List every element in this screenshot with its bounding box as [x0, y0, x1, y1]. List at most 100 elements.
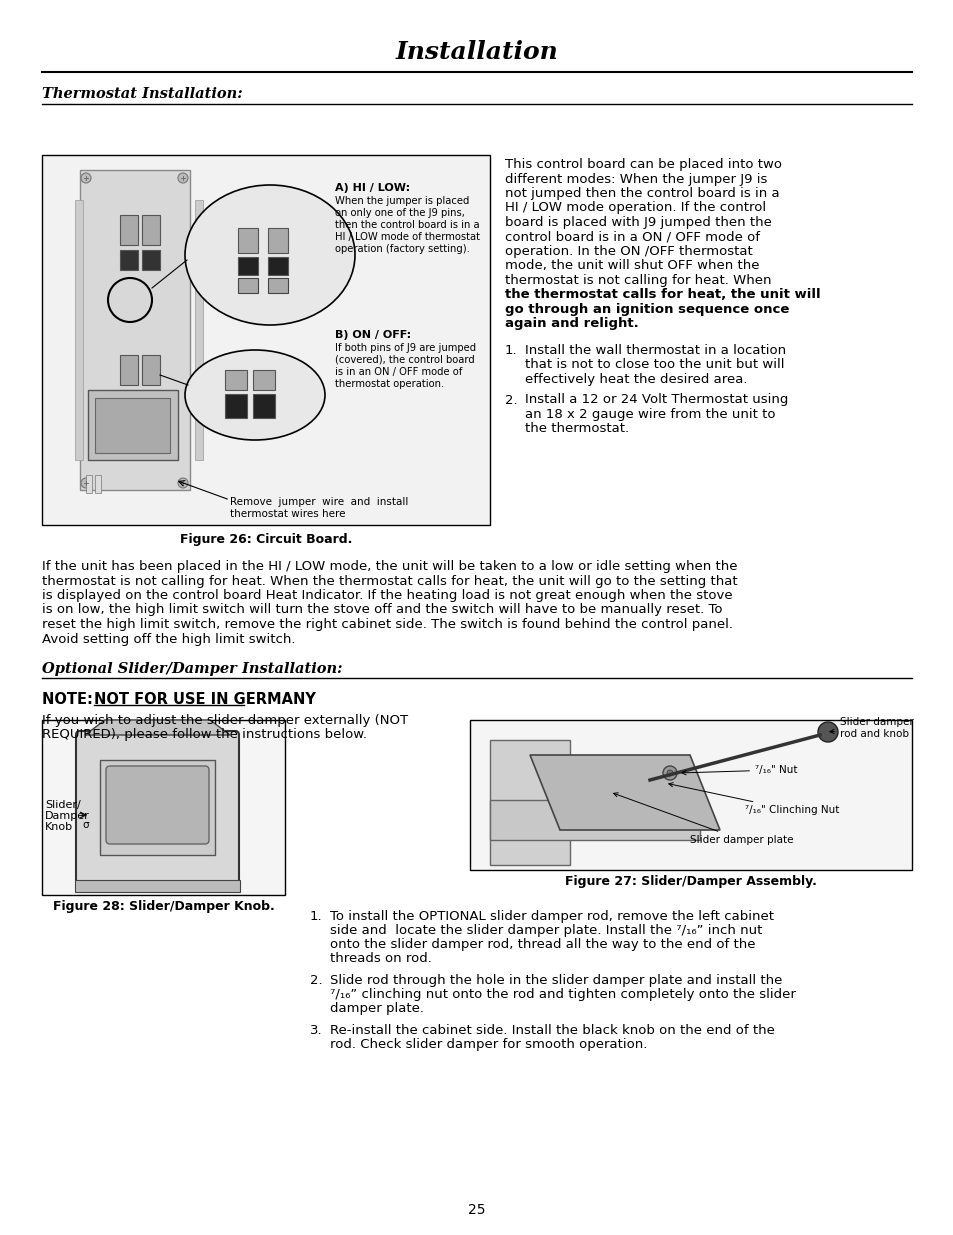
Polygon shape [530, 755, 720, 830]
Text: To install the OPTIONAL slider damper rod, remove the left cabinet: To install the OPTIONAL slider damper ro… [330, 910, 773, 923]
Text: ⁷/₁₆" Nut: ⁷/₁₆" Nut [681, 764, 797, 776]
Text: Slider damper plate: Slider damper plate [613, 793, 793, 845]
Text: 2.: 2. [310, 974, 322, 987]
Text: operation. In the ON /OFF thermostat: operation. In the ON /OFF thermostat [504, 245, 752, 258]
Text: NOTE:: NOTE: [42, 692, 98, 706]
Text: If you wish to adjust the slider damper externally (NOT: If you wish to adjust the slider damper … [42, 714, 408, 727]
Text: (covered), the control board: (covered), the control board [335, 354, 475, 366]
Text: Installation: Installation [395, 40, 558, 64]
Text: Re-install the cabinet side. Install the black knob on the end of the: Re-install the cabinet side. Install the… [330, 1024, 774, 1037]
Bar [95, 475, 101, 493]
Text: 1.: 1. [310, 910, 322, 923]
Text: Slider damper
rod and knob: Slider damper rod and knob [829, 718, 913, 739]
Bar [86, 475, 91, 493]
Text: then the control board is in a: then the control board is in a [335, 220, 479, 230]
Bar [194, 200, 203, 459]
Text: is displayed on the control board Heat Indicator. If the heating load is not gre: is displayed on the control board Heat I… [42, 589, 732, 601]
Bar [225, 370, 247, 390]
Bar [100, 760, 214, 855]
Text: Knob: Knob [45, 823, 73, 832]
Bar [80, 170, 190, 490]
Text: effectively heat the desired area.: effectively heat the desired area. [524, 373, 747, 387]
Bar [95, 398, 170, 453]
Text: 3.: 3. [310, 1024, 322, 1037]
Text: the thermostat calls for heat, the unit will: the thermostat calls for heat, the unit … [504, 289, 820, 301]
Bar [470, 720, 911, 869]
Bar [142, 249, 160, 270]
Bar [120, 249, 138, 270]
Text: damper plate.: damper plate. [330, 1002, 423, 1015]
Text: Install the wall thermostat in a location: Install the wall thermostat in a locatio… [524, 345, 785, 357]
Polygon shape [490, 800, 700, 840]
Text: ⁷/₁₆” clinching nut onto the rod and tighten completely onto the slider: ⁷/₁₆” clinching nut onto the rod and tig… [330, 988, 795, 1002]
Text: an 18 x 2 gauge wire from the unit to: an 18 x 2 gauge wire from the unit to [524, 408, 775, 421]
Text: This control board can be placed into two: This control board can be placed into tw… [504, 158, 781, 170]
Bar [268, 257, 288, 275]
Text: Slider/: Slider/ [45, 800, 81, 810]
Bar [268, 228, 288, 253]
Text: 25: 25 [468, 1203, 485, 1216]
Text: When the jumper is placed: When the jumper is placed [335, 196, 469, 206]
Text: Install a 12 or 24 Volt Thermostat using: Install a 12 or 24 Volt Thermostat using [524, 394, 787, 406]
Text: Thermostat Installation:: Thermostat Installation: [42, 86, 242, 101]
Text: board is placed with J9 jumped then the: board is placed with J9 jumped then the [504, 216, 771, 228]
Text: on only one of the J9 pins,: on only one of the J9 pins, [335, 207, 464, 219]
Text: HI / LOW mode of thermostat: HI / LOW mode of thermostat [335, 232, 479, 242]
Text: thermostat is not calling for heat. When the thermostat calls for heat, the unit: thermostat is not calling for heat. When… [42, 574, 737, 588]
Bar [253, 370, 274, 390]
FancyBboxPatch shape [106, 766, 209, 844]
Bar [268, 278, 288, 293]
Polygon shape [85, 720, 230, 735]
Text: that is not to close too the unit but will: that is not to close too the unit but wi… [524, 358, 783, 372]
Bar [253, 394, 274, 417]
Text: Damper: Damper [45, 811, 90, 821]
Bar [75, 881, 240, 892]
Text: thermostat operation.: thermostat operation. [335, 379, 444, 389]
Circle shape [662, 766, 677, 781]
Text: Figure 27: Slider/Damper Assembly.: Figure 27: Slider/Damper Assembly. [564, 876, 816, 888]
Bar [237, 257, 257, 275]
Text: reset the high limit switch, remove the right cabinet side. The switch is found : reset the high limit switch, remove the … [42, 618, 732, 631]
Text: HI / LOW mode operation. If the control: HI / LOW mode operation. If the control [504, 201, 765, 215]
Text: is on low, the high limit switch will turn the stove off and the switch will hav: is on low, the high limit switch will tu… [42, 604, 721, 616]
Text: ⁷/₁₆" Clinching Nut: ⁷/₁₆" Clinching Nut [668, 783, 839, 815]
Text: operation (factory setting).: operation (factory setting). [335, 245, 470, 254]
Circle shape [178, 478, 188, 488]
Bar [42, 156, 490, 525]
Text: control board is in a ON / OFF mode of: control board is in a ON / OFF mode of [504, 231, 760, 243]
Text: Remove  jumper  wire  and  install: Remove jumper wire and install [230, 496, 408, 508]
Bar [42, 720, 285, 895]
Circle shape [178, 173, 188, 183]
Text: Figure 26: Circuit Board.: Figure 26: Circuit Board. [179, 534, 352, 546]
Text: rod. Check slider damper for smooth operation.: rod. Check slider damper for smooth oper… [330, 1037, 647, 1051]
Bar [142, 390, 160, 410]
Text: If both pins of J9 are jumped: If both pins of J9 are jumped [335, 343, 476, 353]
Text: side and  locate the slider damper plate. Install the ⁷/₁₆” inch nut: side and locate the slider damper plate.… [330, 924, 761, 937]
Text: go through an ignition sequence once: go through an ignition sequence once [504, 303, 788, 316]
Bar [142, 354, 160, 385]
Bar [237, 278, 257, 293]
Circle shape [81, 173, 91, 183]
Polygon shape [490, 740, 569, 864]
FancyBboxPatch shape [76, 731, 239, 884]
Text: is in an ON / OFF mode of: is in an ON / OFF mode of [335, 367, 462, 377]
Ellipse shape [185, 185, 355, 325]
Text: onto the slider damper rod, thread all the way to the end of the: onto the slider damper rod, thread all t… [330, 939, 755, 951]
Text: σ: σ [82, 820, 89, 830]
Text: B) ON / OFF:: B) ON / OFF: [335, 330, 411, 340]
Text: thermostat wires here: thermostat wires here [230, 509, 345, 519]
Text: Avoid setting off the high limit switch.: Avoid setting off the high limit switch. [42, 632, 295, 646]
Text: the thermostat.: the thermostat. [524, 422, 628, 436]
Text: 2.: 2. [504, 394, 517, 406]
Circle shape [666, 769, 672, 776]
Text: REQUIRED), please follow the instructions below.: REQUIRED), please follow the instruction… [42, 727, 367, 741]
Text: mode, the unit will shut OFF when the: mode, the unit will shut OFF when the [504, 259, 759, 273]
Text: again and relight.: again and relight. [504, 317, 639, 331]
Text: Slide rod through the hole in the slider damper plate and install the: Slide rod through the hole in the slider… [330, 974, 781, 987]
Bar [88, 390, 178, 459]
Bar [75, 200, 83, 459]
Text: Optional Slider/Damper Installation:: Optional Slider/Damper Installation: [42, 662, 342, 676]
Bar [120, 215, 138, 245]
Text: NOT FOR USE IN GERMANY: NOT FOR USE IN GERMANY [94, 692, 315, 706]
Circle shape [817, 722, 837, 742]
